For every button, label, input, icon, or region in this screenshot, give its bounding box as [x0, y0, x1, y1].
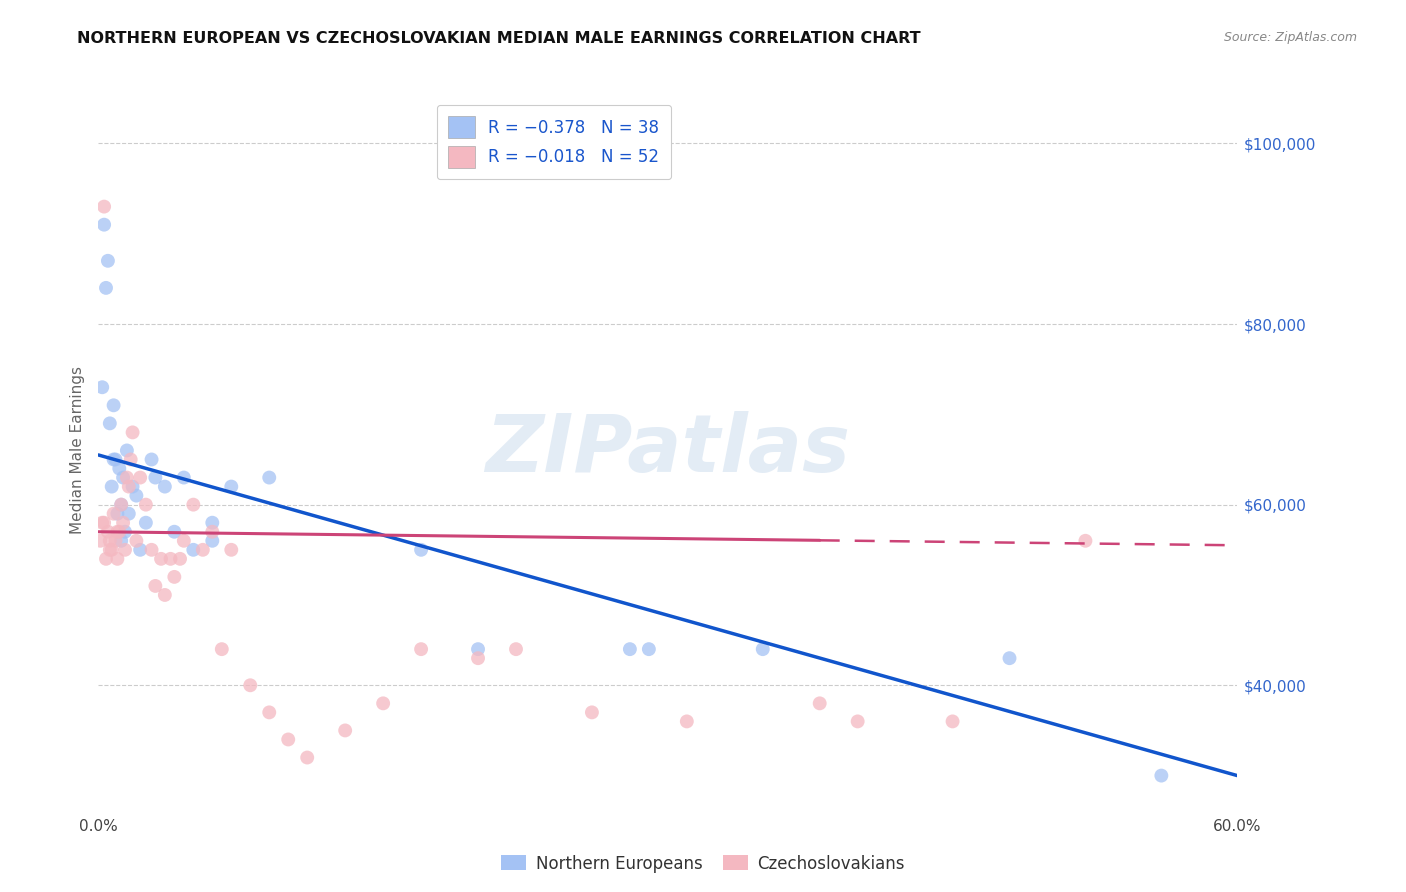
Point — [121, 480, 143, 494]
Point — [297, 750, 319, 764]
Point — [129, 542, 152, 557]
Point — [201, 524, 224, 539]
Y-axis label: Median Male Earnings: Median Male Earnings — [69, 367, 84, 534]
Point — [135, 498, 157, 512]
Point — [141, 542, 163, 557]
Point — [221, 542, 243, 557]
Point — [173, 470, 195, 484]
Point — [110, 533, 132, 548]
Point — [135, 516, 157, 530]
Text: NORTHERN EUROPEAN VS CZECHOSLOVAKIAN MEDIAN MALE EARNINGS CORRELATION CHART: NORTHERN EUROPEAN VS CZECHOSLOVAKIAN MED… — [77, 31, 921, 46]
Point — [91, 516, 114, 530]
Point — [221, 480, 243, 494]
Point — [173, 533, 195, 548]
Point — [118, 507, 141, 521]
Point — [998, 651, 1021, 665]
Point — [201, 516, 224, 530]
Point — [107, 524, 129, 539]
Point — [107, 507, 129, 521]
Point — [100, 542, 122, 557]
Point — [159, 551, 181, 566]
Point — [201, 533, 224, 548]
Point — [125, 533, 148, 548]
Point — [942, 714, 965, 729]
Point — [259, 470, 281, 484]
Point — [108, 524, 131, 539]
Point — [110, 498, 132, 512]
Point — [467, 642, 489, 657]
Point — [676, 714, 699, 729]
Point — [191, 542, 214, 557]
Point — [120, 452, 142, 467]
Point — [108, 461, 131, 475]
Point — [107, 551, 129, 566]
Point — [183, 542, 205, 557]
Point — [94, 281, 117, 295]
Point — [114, 542, 136, 557]
Point — [93, 218, 115, 232]
Point — [335, 723, 357, 738]
Point — [259, 706, 281, 720]
Point — [169, 551, 191, 566]
Point — [581, 706, 603, 720]
Point — [114, 524, 136, 539]
Point — [638, 642, 661, 657]
Point — [103, 452, 125, 467]
Point — [97, 253, 120, 268]
Legend: R = −0.378   N = 38, R = −0.018   N = 52: R = −0.378 N = 38, R = −0.018 N = 52 — [437, 104, 671, 179]
Point — [467, 651, 489, 665]
Point — [110, 498, 132, 512]
Point — [153, 588, 176, 602]
Point — [808, 696, 831, 710]
Point — [115, 443, 138, 458]
Point — [98, 533, 121, 548]
Point — [104, 533, 127, 548]
Point — [145, 470, 167, 484]
Point — [98, 542, 121, 557]
Point — [163, 524, 186, 539]
Point — [94, 551, 117, 566]
Point — [121, 425, 143, 440]
Point — [211, 642, 233, 657]
Point — [125, 489, 148, 503]
Point — [118, 480, 141, 494]
Point — [103, 507, 125, 521]
Point — [97, 524, 120, 539]
Text: ZIPatlas: ZIPatlas — [485, 411, 851, 490]
Legend: Northern Europeans, Czechoslovakians: Northern Europeans, Czechoslovakians — [494, 848, 912, 880]
Point — [153, 480, 176, 494]
Point — [239, 678, 262, 692]
Point — [104, 452, 127, 467]
Point — [163, 570, 186, 584]
Point — [145, 579, 167, 593]
Point — [619, 642, 641, 657]
Point — [505, 642, 527, 657]
Point — [112, 470, 135, 484]
Point — [752, 642, 775, 657]
Point — [183, 498, 205, 512]
Point — [129, 470, 152, 484]
Point — [93, 200, 115, 214]
Point — [141, 452, 163, 467]
Point — [846, 714, 869, 729]
Point — [93, 516, 115, 530]
Point — [103, 398, 125, 412]
Point — [98, 417, 121, 431]
Text: Source: ZipAtlas.com: Source: ZipAtlas.com — [1223, 31, 1357, 45]
Point — [100, 480, 122, 494]
Point — [112, 516, 135, 530]
Point — [91, 380, 114, 394]
Point — [1150, 769, 1173, 783]
Point — [115, 470, 138, 484]
Point — [411, 542, 433, 557]
Point — [89, 533, 111, 548]
Point — [411, 642, 433, 657]
Point — [277, 732, 299, 747]
Point — [150, 551, 173, 566]
Point — [371, 696, 394, 710]
Point — [1074, 533, 1097, 548]
